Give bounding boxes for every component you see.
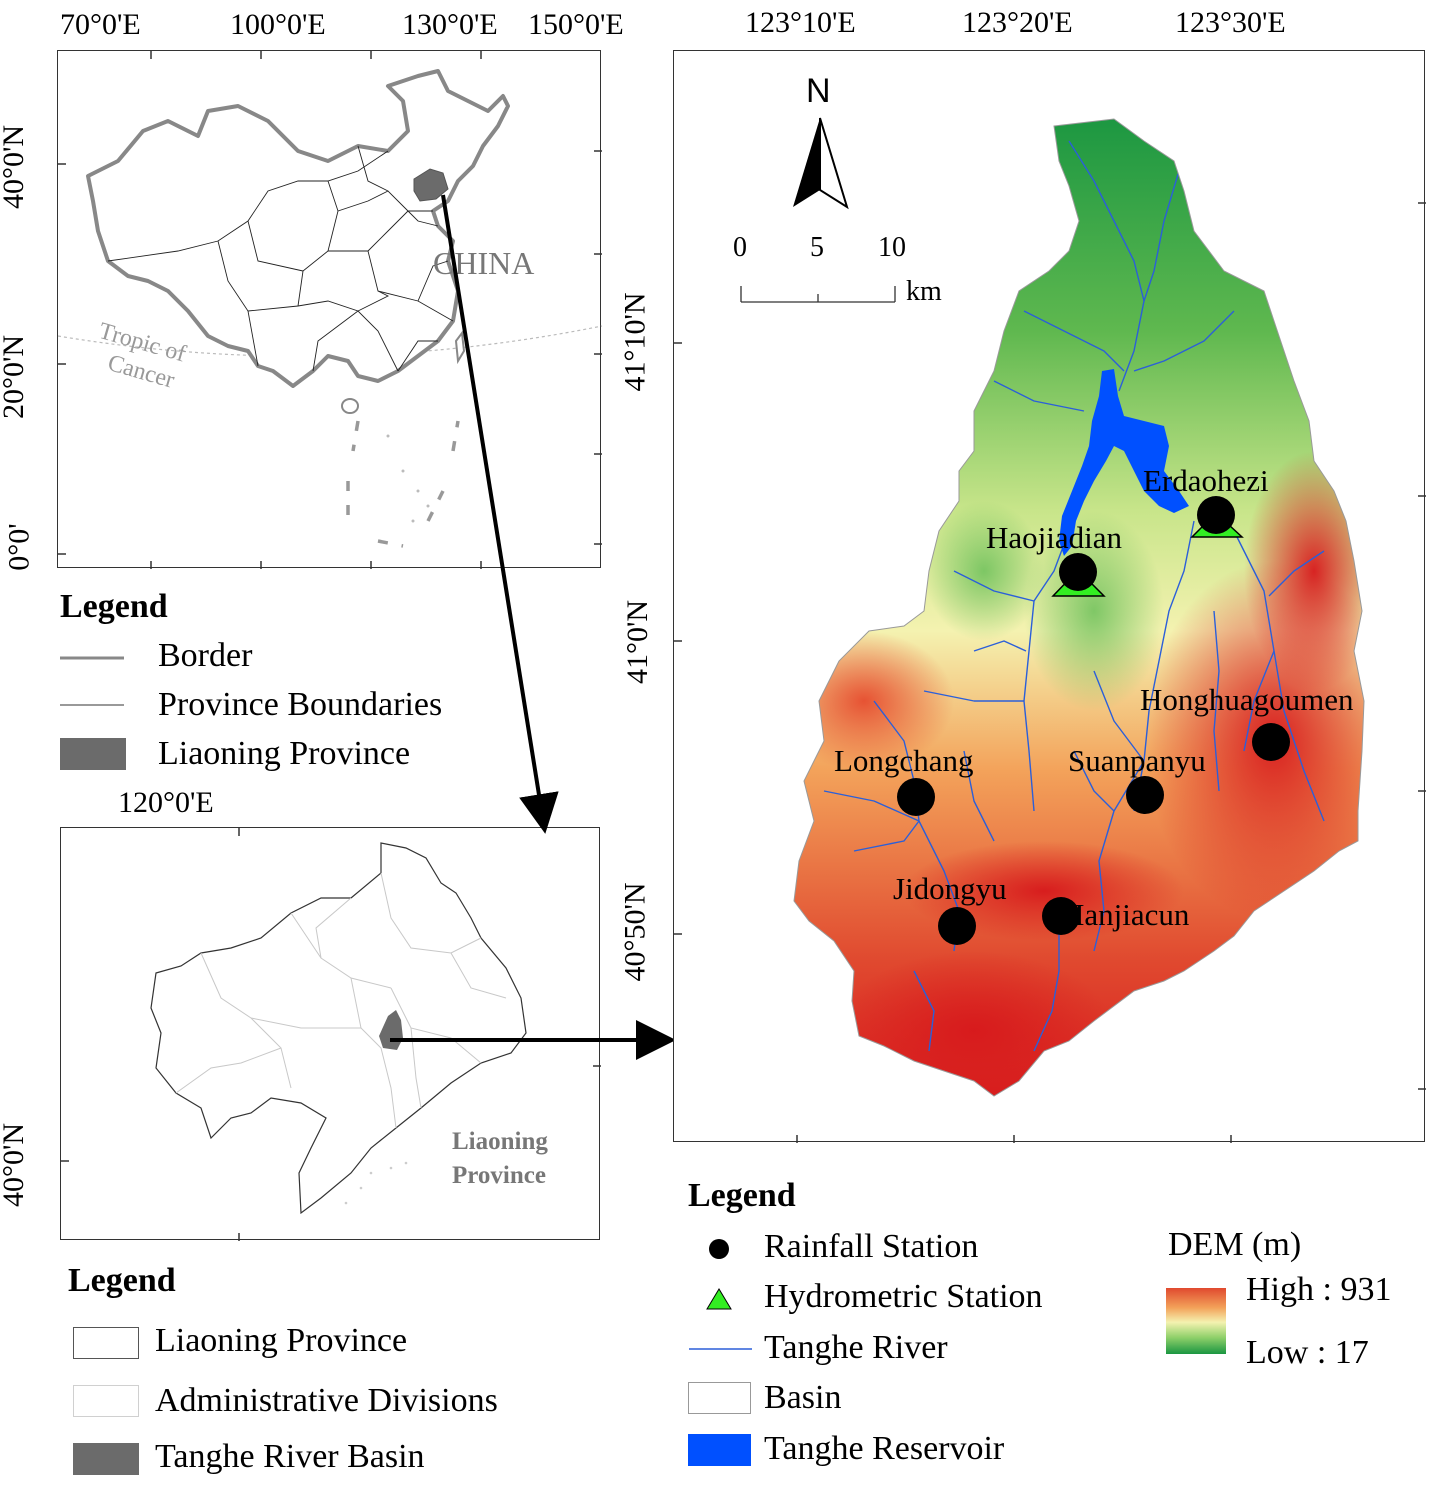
station-label-suanpanyu: Suanpanyu	[1068, 743, 1206, 778]
north-label: N	[806, 72, 831, 110]
basin-legend-title: Legend	[688, 1177, 796, 1214]
tanghe-basin-legend-symbol	[73, 1443, 139, 1475]
top-lon-label-150: 150°0'E	[528, 8, 624, 41]
top-legend-border: Border	[158, 637, 253, 674]
station-label-erdaohezi: Erdaohezi	[1143, 463, 1269, 498]
top-lat-label-40: 40°0'N	[0, 124, 31, 210]
scale-tick-0: 0	[733, 232, 747, 263]
basin-dem-map	[674, 118, 1426, 1143]
top-lon-label-130: 130°0'E	[402, 8, 498, 41]
tanghe-reservoir	[1059, 369, 1189, 556]
dem-legend-title: DEM (m)	[1168, 1226, 1302, 1263]
mid-legend-title: Legend	[68, 1262, 176, 1299]
mid-legend-admin-divisions: Administrative Divisions	[155, 1382, 498, 1419]
top-lat-label-0: 0°0'	[2, 523, 36, 571]
scale-tick-5: 5	[810, 232, 824, 263]
dem-color-ramp	[1166, 1288, 1226, 1354]
scale-unit: km	[906, 276, 942, 307]
top-lon-label-70: 70°0'E	[60, 8, 141, 41]
mid-legend-liaoning: Liaoning Province	[155, 1322, 408, 1359]
hydrometric-station-legend-icon	[706, 1288, 732, 1310]
liaoning-province-label-1: Liaoning	[452, 1128, 548, 1155]
basin-lon-label-3: 123°30'E	[1175, 6, 1286, 39]
tanghe-river-legend-icon	[689, 1348, 752, 1350]
liaoning-highlight	[413, 168, 449, 202]
liaoning-province-label-2: Province	[452, 1162, 546, 1189]
liaoning-map-frame	[60, 827, 601, 1241]
station-label-jidongyu: Jidongyu	[893, 871, 1007, 906]
legend-hydrometric-station: Hydrometric Station	[764, 1278, 1043, 1315]
liaoning-legend-symbol	[60, 738, 126, 770]
station-label-longchang: Longchang	[834, 743, 974, 778]
province-boundary-legend-symbol	[60, 704, 124, 706]
mid-legend-tanghe-basin: Tanghe River Basin	[155, 1438, 425, 1475]
basin-lat-label-2: 41°0'N	[621, 599, 655, 685]
rainfall-station-legend-icon	[709, 1239, 729, 1259]
mid-lon-label: 120°0'E	[118, 786, 214, 819]
legend-tanghe-reservoir: Tanghe Reservoir	[764, 1430, 1005, 1467]
china-map-frame	[57, 50, 603, 569]
station-label-honghuagoumen: Honghuagoumen	[1140, 682, 1354, 717]
station-label-hanjiacun: Hanjiacun	[1062, 897, 1190, 932]
tanghe-reservoir-legend-icon	[688, 1434, 751, 1466]
legend-basin: Basin	[764, 1379, 842, 1416]
top-lat-label-20: 20°0'N	[0, 334, 31, 420]
top-legend-liaoning: Liaoning Province	[158, 735, 411, 772]
mid-lat-label: 40°0'N	[0, 1122, 31, 1208]
top-legend-title: Legend	[60, 588, 168, 625]
legend-rainfall-station: Rainfall Station	[764, 1228, 979, 1265]
scale-bar	[740, 286, 896, 303]
top-legend-province-boundaries: Province Boundaries	[158, 686, 443, 723]
top-lon-label-100: 100°0'E	[230, 8, 326, 41]
basin-lat-label-3: 40°50'N	[618, 882, 652, 982]
china-map	[57, 51, 603, 569]
basin-lon-label-2: 123°20'E	[962, 6, 1073, 39]
station-label-haojiadian: Haojiadian	[986, 520, 1123, 555]
basin-legend-icon	[688, 1382, 751, 1414]
north-arrow-icon	[793, 117, 849, 210]
border-legend-symbol	[60, 656, 124, 660]
basin-map-frame	[673, 50, 1426, 1143]
dem-low-label: Low : 17	[1246, 1334, 1369, 1371]
basin-lat-label-1: 41°10'N	[618, 292, 652, 392]
basin-lon-label-1: 123°10'E	[745, 6, 856, 39]
liaoning-province-legend-symbol	[73, 1327, 139, 1359]
dem-high-label: High : 931	[1246, 1271, 1392, 1308]
admin-divisions-legend-symbol	[73, 1385, 139, 1417]
legend-tanghe-river: Tanghe River	[764, 1329, 948, 1366]
scale-tick-10: 10	[878, 232, 906, 263]
china-label: CHINA	[433, 245, 535, 281]
